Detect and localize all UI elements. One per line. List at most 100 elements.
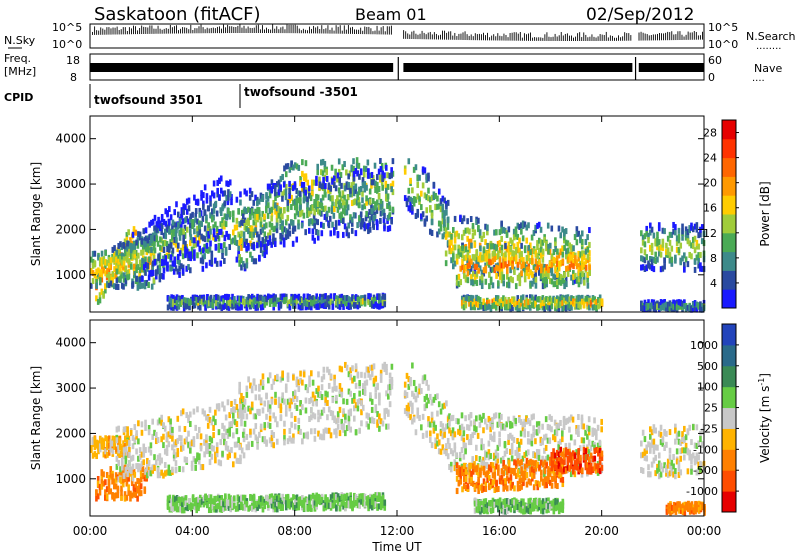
scatter-cell — [500, 227, 503, 234]
scatter-cell — [346, 204, 350, 211]
scatter-cell — [500, 271, 504, 278]
scatter-cell — [165, 241, 169, 248]
scatter-cell — [684, 234, 688, 241]
scatter-cell — [181, 504, 184, 511]
scatter-cell — [681, 300, 684, 307]
scatter-cell — [520, 242, 523, 249]
scatter-cell — [292, 396, 295, 403]
scatter-cell — [498, 239, 502, 246]
scatter-cell — [238, 239, 241, 246]
scatter-cell — [373, 162, 377, 169]
colorbar-swatch — [722, 214, 736, 234]
scatter-cell — [554, 246, 557, 253]
scatter-cell — [581, 264, 584, 271]
scatter-cell — [333, 227, 336, 234]
scatter-cell — [341, 218, 345, 225]
scatter-cell — [530, 302, 534, 309]
scatter-cell — [202, 200, 205, 207]
scatter-cell — [405, 201, 409, 208]
scatter-cell — [502, 258, 506, 265]
scatter-cell — [205, 242, 209, 249]
scatter-cell — [183, 438, 187, 445]
scatter-cell — [347, 388, 351, 395]
scatter-cell — [178, 218, 182, 225]
scatter-cell — [478, 300, 482, 307]
scatter-cell — [281, 234, 284, 241]
scatter-cell — [342, 408, 345, 415]
scatter-cell — [466, 294, 469, 301]
scatter-cell — [138, 259, 142, 266]
scatter-cell — [345, 364, 349, 371]
scatter-cell — [390, 383, 394, 390]
scatter-cell — [363, 389, 367, 396]
scatter-cell — [179, 300, 182, 307]
scatter-cell — [374, 386, 378, 393]
scatter-cell — [520, 296, 523, 303]
scatter-cell — [268, 422, 272, 429]
scatter-cell — [209, 212, 212, 219]
scatter-cell — [162, 267, 166, 274]
scatter-cell — [290, 219, 293, 226]
scatter-cell — [372, 377, 376, 384]
scatter-cell — [488, 271, 491, 278]
scatter-cell — [208, 443, 212, 450]
scatter-cell — [691, 306, 695, 313]
scatter-cell — [240, 447, 244, 454]
scatter-cell — [195, 507, 199, 514]
scatter-cell — [541, 296, 545, 303]
scatter-cell — [284, 293, 288, 300]
scatter-cell — [143, 475, 147, 482]
scatter-cell — [327, 182, 331, 189]
scatter-cell — [142, 451, 146, 458]
scatter-cell — [100, 276, 104, 283]
scatter-cell — [557, 305, 561, 312]
scatter-cell — [521, 265, 525, 272]
scatter-cell — [203, 451, 206, 458]
scatter-cell — [322, 222, 325, 229]
scatter-cell — [224, 248, 228, 255]
scatter-cell — [181, 218, 185, 225]
scatter-cell — [202, 296, 206, 303]
scatter-cell — [256, 196, 259, 203]
scatter-cell — [105, 486, 109, 493]
scatter-cell — [160, 213, 164, 220]
scatter-cell — [486, 225, 489, 232]
scatter-cell — [140, 451, 144, 458]
scatter-cell — [102, 438, 106, 445]
scatter-cell — [315, 199, 318, 206]
scatter-cell — [453, 260, 457, 267]
scatter-cell — [645, 230, 649, 237]
scatter-cell — [158, 459, 162, 466]
scatter-cell — [310, 295, 313, 302]
scatter-cell — [372, 302, 376, 309]
scatter-cell — [502, 262, 506, 269]
scatter-cell — [545, 240, 548, 247]
scatter-cell — [340, 202, 343, 209]
scatter-cell — [149, 449, 153, 456]
scatter-cell — [138, 464, 142, 471]
scatter-cell — [283, 189, 286, 196]
scatter-cell — [541, 266, 545, 273]
scatter-cell — [470, 279, 473, 286]
scatter-cell — [563, 244, 566, 251]
scatter-cell — [162, 273, 165, 280]
scatter-cell — [330, 164, 334, 171]
scatter-cell — [349, 374, 353, 381]
scatter-cell — [580, 238, 584, 245]
scatter-cell — [227, 294, 231, 301]
scatter-cell — [250, 225, 254, 232]
scatter-cell — [521, 294, 525, 301]
scatter-cell — [697, 252, 700, 259]
scatter-cell — [360, 371, 363, 378]
scatter-cell — [176, 223, 180, 230]
scatter-cell — [225, 300, 229, 307]
scatter-cell — [272, 204, 276, 211]
scatter-cell — [240, 264, 243, 271]
scatter-cell — [648, 229, 652, 236]
scatter-cell — [338, 298, 342, 305]
scatter-cell — [509, 275, 513, 282]
scatter-cell — [100, 479, 104, 486]
scatter-cell — [206, 442, 210, 449]
scatter-cell — [119, 443, 122, 450]
scatter-cell — [162, 442, 165, 449]
